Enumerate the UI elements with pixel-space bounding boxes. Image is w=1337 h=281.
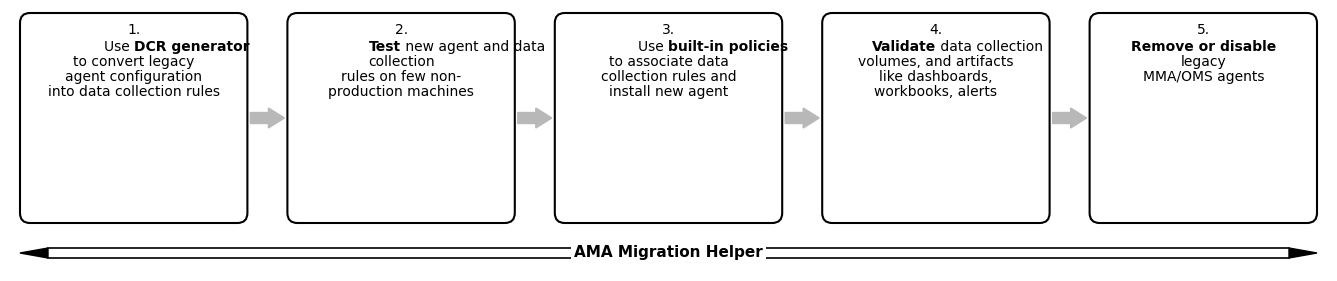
Text: data collection: data collection — [936, 40, 1043, 54]
Polygon shape — [1289, 248, 1317, 258]
Text: collection: collection — [368, 55, 435, 69]
Text: 5.: 5. — [1197, 23, 1210, 37]
Text: DCR generator: DCR generator — [134, 40, 249, 54]
FancyBboxPatch shape — [1090, 13, 1317, 223]
Text: collection rules and: collection rules and — [600, 70, 737, 84]
Text: Remove or disable: Remove or disable — [1131, 40, 1275, 54]
Polygon shape — [20, 248, 48, 258]
Text: Use: Use — [103, 40, 134, 54]
Text: Use: Use — [638, 40, 668, 54]
Text: volumes, and artifacts: volumes, and artifacts — [858, 55, 1013, 69]
Polygon shape — [1052, 108, 1087, 128]
Text: 4.: 4. — [929, 23, 943, 37]
Text: Use ​DCR generator: Use ​DCR generator — [67, 40, 201, 54]
Text: like dashboards,: like dashboards, — [880, 70, 992, 84]
Text: to convert legacy: to convert legacy — [74, 55, 194, 69]
Text: 1.: 1. — [127, 23, 140, 37]
Text: Test: Test — [369, 40, 401, 54]
Text: MMA/OMS agents: MMA/OMS agents — [1143, 70, 1263, 84]
FancyBboxPatch shape — [822, 13, 1050, 223]
Polygon shape — [517, 108, 552, 128]
Text: legacy: legacy — [1181, 55, 1226, 69]
Text: agent configuration: agent configuration — [66, 70, 202, 84]
Text: workbooks, alerts: workbooks, alerts — [874, 85, 997, 99]
FancyBboxPatch shape — [555, 13, 782, 223]
Text: production machines: production machines — [328, 85, 475, 99]
Text: to associate data: to associate data — [608, 55, 729, 69]
Text: into data collection rules: into data collection rules — [48, 85, 219, 99]
Text: rules on few non-: rules on few non- — [341, 70, 461, 84]
Text: install new agent: install new agent — [608, 85, 729, 99]
Text: new agent and data: new agent and data — [401, 40, 545, 54]
Text: Validate: Validate — [872, 40, 936, 54]
FancyBboxPatch shape — [287, 13, 515, 223]
Polygon shape — [250, 108, 285, 128]
Polygon shape — [785, 108, 820, 128]
Text: 3.: 3. — [662, 23, 675, 37]
Text: 2.: 2. — [394, 23, 408, 37]
Text: built-in policies: built-in policies — [668, 40, 789, 54]
FancyBboxPatch shape — [20, 13, 247, 223]
Text: AMA Migration Helper: AMA Migration Helper — [574, 246, 763, 260]
